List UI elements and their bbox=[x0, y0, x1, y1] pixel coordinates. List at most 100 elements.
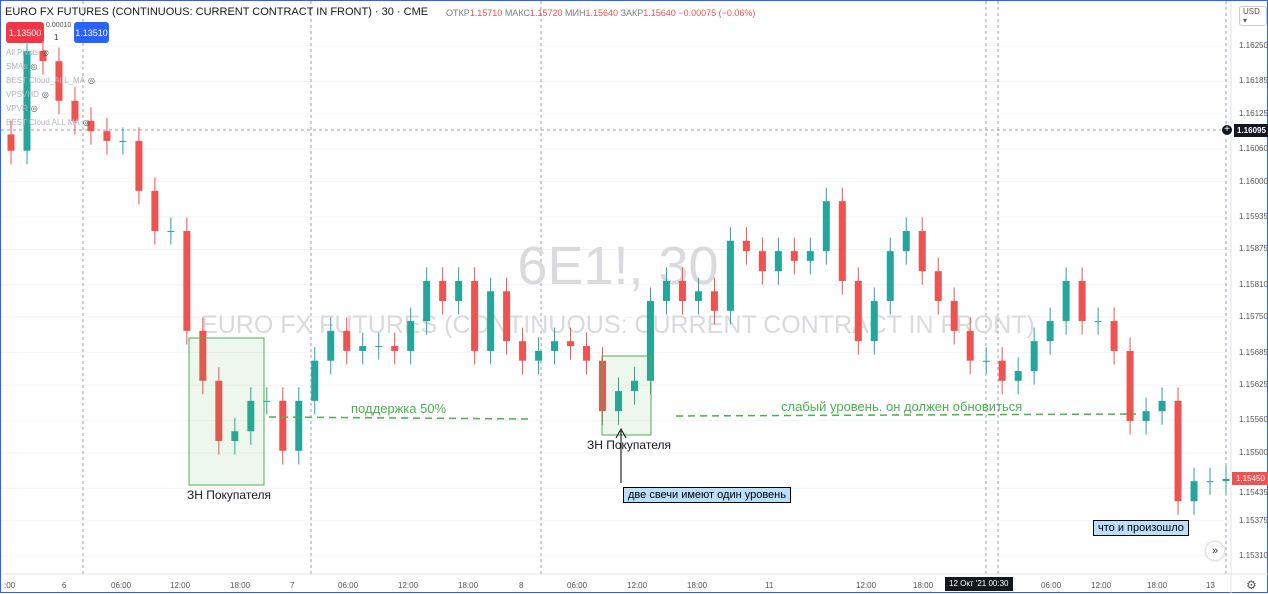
buyer-zone-1[interactable] bbox=[188, 337, 265, 486]
candle-body bbox=[23, 50, 31, 151]
price-tick: 1.16250 bbox=[1239, 41, 1268, 50]
candle-body bbox=[87, 120, 95, 132]
candle-body bbox=[742, 240, 750, 252]
eye-hidden-icon[interactable]: ◎ bbox=[30, 62, 38, 71]
candle-body bbox=[423, 280, 431, 322]
candle-body bbox=[678, 280, 686, 302]
indicator-legend-item[interactable]: BEST Cloud ALL MA ◎ bbox=[6, 118, 90, 127]
candle-body bbox=[774, 251, 782, 272]
time-tick: 13 bbox=[1206, 581, 1215, 590]
time-tick: 18:00 bbox=[913, 581, 934, 590]
candle-body bbox=[838, 201, 846, 281]
time-tick: 18:00 bbox=[687, 581, 708, 590]
indicator-legend-item[interactable]: VPSVHD ◎ bbox=[6, 90, 49, 99]
time-tick: 18:00 bbox=[458, 581, 479, 590]
crosshair-price-label: 1.16095 bbox=[1234, 124, 1268, 137]
candle-body bbox=[119, 140, 127, 142]
candle-body bbox=[1126, 350, 1134, 421]
candle-body bbox=[1158, 400, 1166, 412]
indicator-name: BEST Cloud ALL MA bbox=[6, 118, 80, 127]
candle-body bbox=[662, 280, 670, 302]
currency-select[interactable]: USD ▾ bbox=[1239, 6, 1267, 26]
candle-body bbox=[998, 360, 1006, 381]
settings-gear-icon[interactable]: ⚙ bbox=[1246, 578, 1257, 592]
candle-body bbox=[567, 341, 575, 347]
indicator-name: BEST Cloud_ALL_MA bbox=[6, 76, 86, 85]
indicator-legend-item[interactable]: BEST Cloud_ALL_MA ◎ bbox=[6, 76, 95, 85]
buyer-zone-2[interactable] bbox=[601, 355, 652, 436]
candle-body bbox=[1078, 280, 1086, 322]
indicator-name: VPSVHD bbox=[6, 90, 39, 99]
price-tick: 1.15560 bbox=[1239, 415, 1268, 425]
candle-body bbox=[503, 291, 511, 342]
watermark-symbol: 6E1!, 30 bbox=[517, 236, 718, 296]
add-alert-plus-icon[interactable]: + bbox=[1221, 124, 1233, 136]
price-tick: 1.15875 bbox=[1239, 244, 1268, 254]
eye-hidden-icon[interactable]: ◎ bbox=[30, 104, 38, 113]
symbol-title[interactable]: EURO FX FUTURES (CONTINUOUS: CURRENT CON… bbox=[5, 6, 429, 18]
eye-hidden-icon[interactable]: ◎ bbox=[82, 118, 90, 127]
time-tick: 12:00 bbox=[398, 581, 419, 590]
candle-body bbox=[1094, 321, 1102, 323]
eye-hidden-icon[interactable]: ◎ bbox=[88, 76, 95, 85]
candle-body bbox=[1142, 411, 1150, 421]
price-tick: 1.15625 bbox=[1239, 380, 1268, 390]
eye-hidden-icon[interactable]: ◎ bbox=[41, 90, 49, 99]
time-tick: 12:00 bbox=[1091, 581, 1112, 590]
time-tick: 12:00 bbox=[856, 581, 877, 590]
eye-hidden-icon[interactable]: ◎ bbox=[41, 48, 49, 57]
time-tick: 8 bbox=[519, 581, 524, 590]
support-line[interactable] bbox=[268, 416, 532, 420]
candle-body bbox=[103, 131, 111, 141]
price-tick: 1.16185 bbox=[1239, 76, 1268, 86]
spread-value: 0.00010 bbox=[46, 22, 72, 29]
candle-body bbox=[471, 280, 479, 351]
candle-body bbox=[327, 330, 335, 361]
price-tick: 1.16125 bbox=[1239, 108, 1268, 118]
buy-button[interactable]: 1.13510 bbox=[74, 22, 109, 43]
time-tick: 12:00 bbox=[627, 581, 648, 590]
price-tick: 1.15375 bbox=[1239, 515, 1268, 525]
candle-body bbox=[646, 301, 654, 381]
time-tick: 7 bbox=[290, 581, 295, 590]
candle-body bbox=[215, 380, 223, 442]
candle-body bbox=[487, 291, 495, 351]
candle-body bbox=[1030, 341, 1038, 372]
weak-level-label: слабый уровень. он должен обновиться bbox=[781, 399, 1023, 414]
price-tick: 1.15935 bbox=[1239, 211, 1268, 221]
candle-body bbox=[1206, 481, 1214, 483]
candle-body bbox=[1222, 478, 1230, 482]
indicator-legend-item[interactable]: VPVR ◎ bbox=[6, 104, 38, 113]
indicator-name: SMAs bbox=[6, 62, 28, 71]
candle-body bbox=[247, 400, 255, 432]
candle-body bbox=[902, 231, 910, 252]
candle-body bbox=[934, 271, 942, 302]
candle-body bbox=[279, 400, 287, 451]
candle-body bbox=[599, 360, 607, 412]
sell-button[interactable]: 1.13500 bbox=[6, 22, 44, 43]
quantity-field[interactable]: 1 bbox=[54, 33, 59, 42]
candle-body bbox=[391, 346, 399, 351]
candle-body bbox=[1046, 321, 1054, 342]
indicator-legend-item[interactable]: All Pivots ◎ bbox=[6, 48, 49, 57]
weak-level-line[interactable] bbox=[675, 413, 1137, 417]
zone1-label: ЗН Покупателя bbox=[187, 488, 271, 502]
candle-body bbox=[263, 400, 271, 402]
time-tick: 11 bbox=[765, 581, 774, 590]
time-tick: 06:00 bbox=[111, 581, 132, 590]
candle-body bbox=[694, 291, 702, 302]
candle-body bbox=[39, 50, 47, 62]
candle-body bbox=[151, 190, 159, 232]
time-tick: 6 bbox=[62, 581, 67, 590]
indicator-legend-item[interactable]: SMAs ◎ bbox=[6, 62, 37, 71]
candle-body bbox=[375, 346, 383, 348]
candle-body bbox=[167, 231, 175, 233]
candle-body bbox=[950, 301, 958, 331]
candle-body bbox=[343, 330, 351, 351]
candle-body bbox=[183, 231, 191, 331]
scroll-to-realtime-button[interactable]: » bbox=[1206, 542, 1224, 560]
candle-body bbox=[615, 391, 622, 412]
indicator-name: VPVR bbox=[6, 104, 28, 113]
candle-body bbox=[790, 251, 798, 261]
